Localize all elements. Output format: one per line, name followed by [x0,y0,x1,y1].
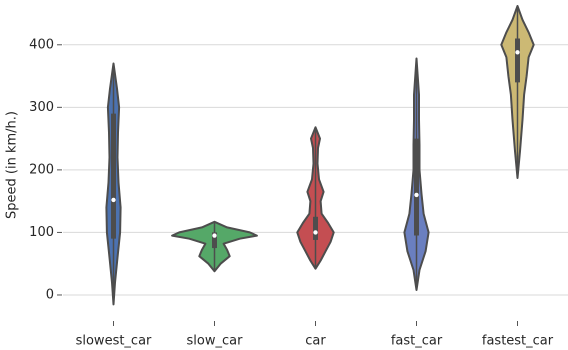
x-tick-label: fast_car [391,334,443,349]
x-tick-label: fastest_car [482,334,554,349]
y-tick-label: 300 [29,100,54,115]
median [515,50,520,55]
median [111,197,116,203]
y-axis-label: Speed (in km/h.) [5,111,20,219]
median [313,230,318,235]
x-tick-label: car [305,334,326,349]
median [212,233,217,238]
x-tick-label: slowest_car [76,334,152,349]
y-tick-label: 400 [29,37,54,52]
y-tick-label: 100 [29,225,54,240]
y-tick-label: 0 [46,287,54,302]
median [414,192,419,198]
x-tick-label: slow_car [187,334,244,349]
y-tick-label: 200 [29,162,54,177]
